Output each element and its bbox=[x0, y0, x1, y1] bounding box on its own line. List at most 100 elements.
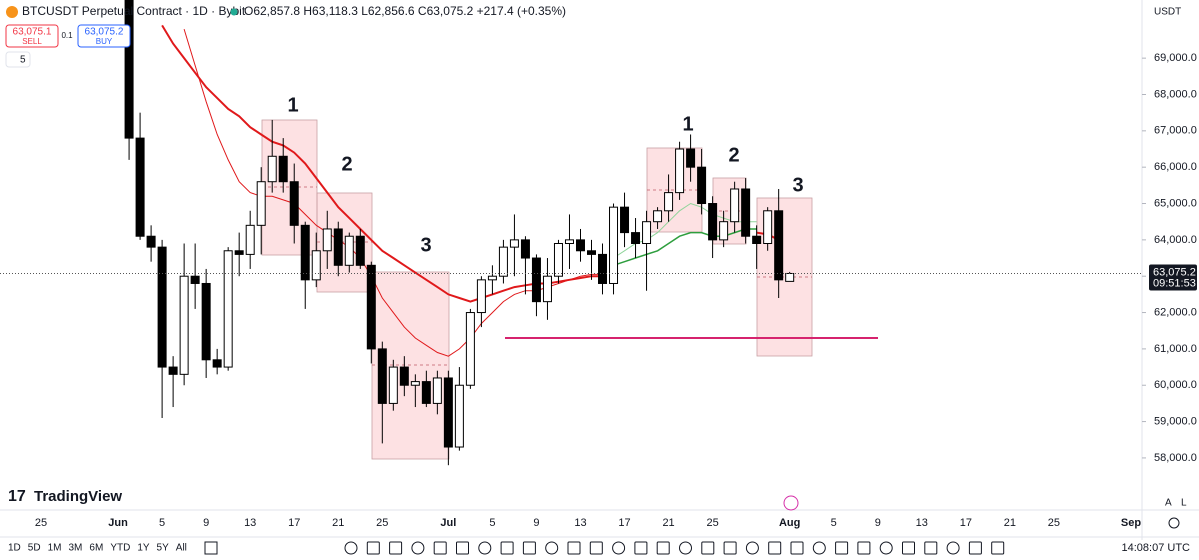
candle-body bbox=[190, 275, 200, 284]
candle-body bbox=[267, 155, 277, 183]
tool-icon[interactable] bbox=[411, 541, 425, 555]
timeframe[interactable]: 1D bbox=[8, 543, 21, 554]
candle-body bbox=[575, 239, 585, 252]
tool-icon[interactable] bbox=[366, 541, 380, 555]
tool-icon[interactable] bbox=[344, 541, 358, 555]
tool-icon[interactable] bbox=[478, 541, 492, 555]
timeframe[interactable]: 1Y bbox=[137, 543, 150, 554]
candle-body bbox=[179, 275, 189, 375]
tool-icon[interactable] bbox=[768, 541, 782, 555]
y-tick-label: 60,000.0 bbox=[1154, 379, 1197, 391]
box[interactable] bbox=[712, 177, 747, 245]
date-range-icon[interactable] bbox=[204, 541, 218, 555]
candle-body bbox=[564, 239, 574, 245]
tool-icon[interactable] bbox=[567, 541, 581, 555]
candle-body bbox=[135, 137, 145, 237]
candle-body bbox=[653, 210, 663, 223]
tool-icon[interactable] bbox=[522, 541, 536, 555]
settings-icon[interactable] bbox=[1168, 517, 1180, 529]
x-tick-label: Jul bbox=[440, 517, 456, 529]
x-tick-label: 21 bbox=[332, 517, 344, 529]
y-tick-label: 66,000.0 bbox=[1154, 161, 1197, 173]
annotation: 3 bbox=[420, 234, 431, 256]
tool-icon[interactable] bbox=[968, 541, 982, 555]
candle-body bbox=[443, 377, 453, 448]
tool-icon[interactable] bbox=[634, 541, 648, 555]
timeframe[interactable]: YTD bbox=[110, 543, 130, 554]
candle-body bbox=[256, 181, 266, 226]
tool-icon[interactable] bbox=[745, 541, 759, 555]
x-tick-label: Jun bbox=[108, 517, 128, 529]
candle-body bbox=[377, 348, 387, 404]
symbol-icon bbox=[6, 6, 18, 18]
candle-body bbox=[741, 188, 751, 237]
indicator-line bbox=[613, 228, 757, 267]
timeframe[interactable]: 5D bbox=[28, 543, 41, 554]
tool-icon[interactable] bbox=[924, 541, 938, 555]
sell-button[interactable] bbox=[5, 24, 59, 48]
ohlc: O62,857.8 H63,118.3 L62,856.6 C63,075.2 … bbox=[244, 4, 566, 18]
countdown: 09:51:53 bbox=[1153, 277, 1196, 289]
candle-body bbox=[465, 312, 475, 386]
annotation: 3 bbox=[792, 174, 803, 196]
tool-icon[interactable] bbox=[812, 541, 826, 555]
tool-icon[interactable] bbox=[991, 541, 1005, 555]
buy-button[interactable] bbox=[77, 24, 131, 48]
candle-body bbox=[542, 275, 552, 303]
timeframe[interactable]: 1M bbox=[48, 543, 62, 554]
candle-body bbox=[531, 257, 541, 303]
scale-auto[interactable]: A bbox=[1165, 498, 1172, 509]
candle-body bbox=[410, 381, 420, 386]
axes: 58,000.0 59,000.0 60,000.0 61,000.0 62,000.0… bbox=[35, 52, 1197, 529]
y-tick-label: 62,000.0 bbox=[1154, 306, 1197, 318]
candle-body bbox=[664, 192, 674, 212]
indicators-toggle[interactable] bbox=[5, 51, 31, 68]
x-tick-label: 21 bbox=[1004, 517, 1016, 529]
tool-icon[interactable] bbox=[656, 541, 670, 555]
timeframe[interactable]: 3M bbox=[69, 543, 83, 554]
candle-body bbox=[454, 384, 464, 448]
tool-icon[interactable] bbox=[679, 541, 692, 555]
candle-body bbox=[785, 272, 795, 282]
tool-icon[interactable] bbox=[723, 541, 737, 555]
x-tick-label: Aug bbox=[779, 517, 800, 529]
currency[interactable]: USDT bbox=[1154, 7, 1181, 18]
events-icon[interactable] bbox=[783, 495, 799, 511]
candle-body bbox=[432, 377, 442, 404]
timeframe[interactable]: All bbox=[176, 543, 187, 554]
spread: 0.1 bbox=[61, 31, 73, 40]
candle-body bbox=[498, 246, 508, 277]
candle-body bbox=[399, 366, 409, 386]
annotation: 2 bbox=[728, 144, 739, 166]
tool-icon[interactable] bbox=[857, 541, 871, 555]
scale-log[interactable]: L bbox=[1181, 498, 1187, 509]
sell-price: 63,075.1 bbox=[13, 27, 52, 38]
tool-icon[interactable] bbox=[701, 541, 715, 555]
tool-icon[interactable] bbox=[902, 541, 915, 555]
tool-icon[interactable] bbox=[500, 541, 514, 555]
y-tick-label: 64,000.0 bbox=[1154, 234, 1197, 246]
candle-body bbox=[553, 243, 563, 277]
candle-body bbox=[487, 275, 497, 281]
tool-icon[interactable] bbox=[835, 541, 849, 555]
symbol[interactable]: BTCUSDT Perpetual Contract · 1D · Bybit bbox=[22, 4, 246, 18]
tool-icon[interactable] bbox=[946, 541, 960, 555]
tool-icon[interactable] bbox=[589, 541, 603, 555]
tool-icon[interactable] bbox=[433, 541, 447, 555]
tool-icon[interactable] bbox=[790, 541, 804, 555]
sell-label: SELL bbox=[22, 37, 42, 46]
timeframe[interactable]: 5Y bbox=[157, 543, 170, 554]
timeframe[interactable]: 6M bbox=[89, 543, 103, 554]
y-tick-label: 58,000.0 bbox=[1154, 452, 1197, 464]
buy-label: BUY bbox=[96, 37, 113, 46]
candle-body bbox=[245, 224, 255, 255]
tool-icon[interactable] bbox=[612, 541, 626, 555]
tool-icon[interactable] bbox=[545, 541, 559, 555]
y-tick-label: 59,000.0 bbox=[1154, 415, 1197, 427]
tool-icon[interactable] bbox=[879, 541, 893, 555]
tool-icon[interactable] bbox=[456, 541, 469, 555]
candle-body bbox=[355, 235, 365, 266]
tool-icon[interactable] bbox=[389, 541, 403, 555]
logo-mark: 17 bbox=[8, 488, 26, 505]
